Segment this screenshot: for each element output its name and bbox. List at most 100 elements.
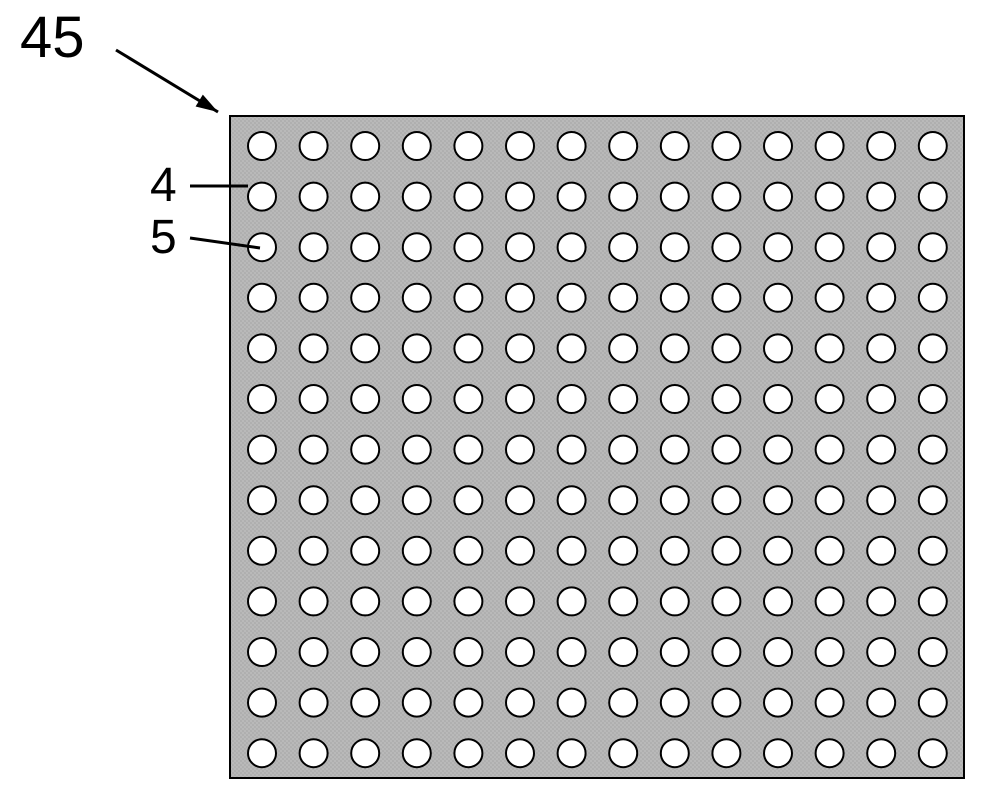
hole [403,385,431,413]
hole [867,689,895,717]
hole [867,587,895,615]
hole [558,638,586,666]
hole [609,385,637,413]
hole [351,739,379,767]
hole [816,436,844,464]
hole [661,537,689,565]
hole [454,334,482,362]
hole [506,587,534,615]
hole [764,436,792,464]
hole [661,385,689,413]
hole [867,537,895,565]
hole [558,587,586,615]
hole [867,233,895,261]
hole [609,689,637,717]
hole [816,537,844,565]
hole [609,486,637,514]
hole [300,587,328,615]
hole [816,385,844,413]
hole [300,334,328,362]
hole [712,486,740,514]
hole [816,739,844,767]
hole [506,284,534,312]
hole [919,486,947,514]
hole [403,233,431,261]
hole [764,233,792,261]
hole [764,132,792,160]
hole [403,486,431,514]
hole [609,132,637,160]
hole [764,385,792,413]
arrow-head [196,95,218,112]
hole [248,689,276,717]
hole [248,638,276,666]
hole [403,739,431,767]
hole [609,334,637,362]
hole [454,183,482,211]
hole [712,183,740,211]
hole [248,537,276,565]
hole [816,132,844,160]
hole [454,132,482,160]
hole [816,638,844,666]
hole [919,537,947,565]
hole [919,132,947,160]
hole [300,739,328,767]
hole [248,436,276,464]
hole [816,587,844,615]
hole [609,436,637,464]
hole [764,486,792,514]
hole [248,739,276,767]
hole [403,638,431,666]
hole [351,183,379,211]
hole [351,436,379,464]
hole [248,486,276,514]
hole [558,284,586,312]
hole [661,638,689,666]
hole [816,334,844,362]
hole [506,385,534,413]
hole [403,436,431,464]
hole [300,486,328,514]
hole [454,486,482,514]
hole [454,436,482,464]
hole [558,132,586,160]
hole [919,385,947,413]
hole [764,334,792,362]
hole [403,183,431,211]
hole [764,537,792,565]
hole [712,537,740,565]
hole [351,334,379,362]
hole [712,132,740,160]
hole [403,334,431,362]
label-4: 4 [150,158,177,213]
hole [712,436,740,464]
diagram-svg [0,0,1000,788]
hole [506,537,534,565]
hole [351,638,379,666]
hole [300,132,328,160]
hole [609,183,637,211]
hole [558,689,586,717]
hole [867,385,895,413]
hole [506,233,534,261]
hole [351,587,379,615]
hole [867,183,895,211]
hole [609,284,637,312]
hole [919,183,947,211]
hole [300,284,328,312]
hole [558,436,586,464]
hole [609,233,637,261]
hole [506,638,534,666]
hole [609,537,637,565]
hole [454,638,482,666]
hole [454,689,482,717]
hole [506,183,534,211]
hole [506,486,534,514]
hole [764,638,792,666]
hole [764,587,792,615]
hole [816,183,844,211]
hole [351,689,379,717]
hole [661,587,689,615]
hole [558,486,586,514]
